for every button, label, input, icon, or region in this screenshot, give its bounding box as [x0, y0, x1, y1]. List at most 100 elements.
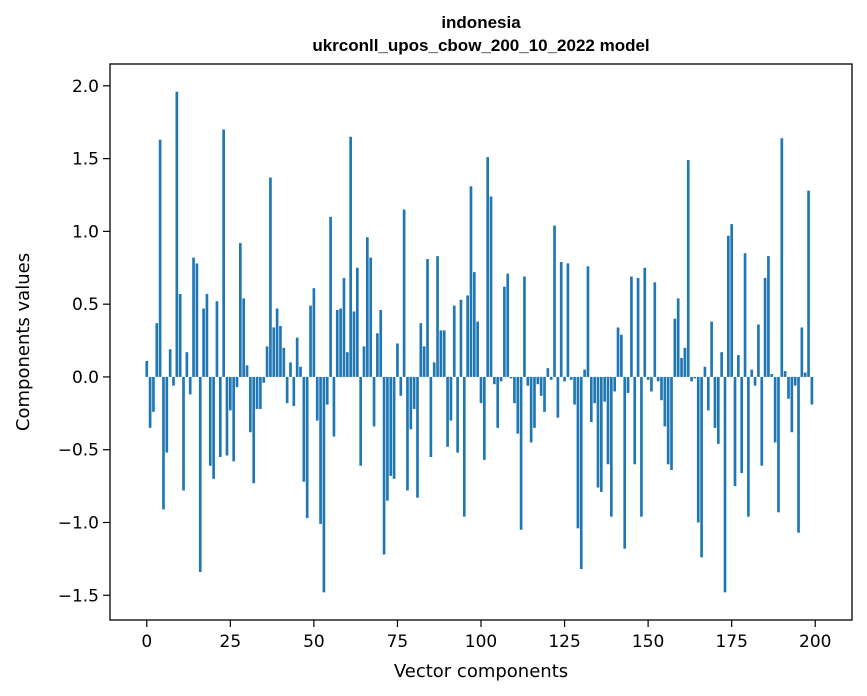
bar [519, 376, 523, 530]
bar [579, 376, 583, 570]
bar [767, 256, 770, 377]
bar [356, 267, 359, 377]
x-tick-label: 25 [220, 632, 242, 652]
bar [483, 376, 486, 460]
bar [456, 376, 459, 453]
bar [145, 360, 149, 377]
bar [800, 327, 804, 377]
bar [533, 376, 536, 428]
bar [182, 376, 185, 491]
bar [168, 349, 172, 377]
y-tick-label: 2.0 [72, 77, 99, 97]
bar [747, 376, 750, 517]
bar [543, 376, 546, 412]
bar [740, 376, 744, 473]
bar [666, 376, 670, 465]
bar [412, 376, 416, 409]
x-tick-label: 150 [632, 632, 664, 652]
y-axis-label: Components values [13, 253, 34, 431]
chart-title: indonesia [441, 13, 521, 32]
y-tick-label: −1.0 [58, 513, 99, 533]
x-axis-ticks: 0 25 50 75 100 125 150 175 200 [141, 620, 831, 652]
bar [489, 196, 493, 377]
bar [506, 273, 510, 377]
bar [399, 376, 403, 396]
bar [589, 376, 593, 423]
bar [553, 225, 556, 377]
bar [566, 263, 570, 377]
bar [730, 224, 734, 377]
bar [349, 136, 352, 377]
bar [439, 330, 443, 377]
bar [235, 376, 239, 388]
bar [345, 352, 349, 377]
chart-subtitle: ukrconll_upos_cbow_200_10_2022 model [312, 36, 649, 55]
bar [536, 376, 540, 385]
plot-frame [109, 63, 853, 621]
y-tick-label: −0.5 [58, 441, 99, 461]
bar [386, 376, 389, 501]
bar [549, 376, 553, 380]
bar [165, 376, 169, 453]
bar [723, 376, 727, 593]
x-tick-label: 75 [387, 632, 409, 652]
bar [596, 376, 600, 488]
bar [663, 376, 667, 427]
bar [690, 376, 693, 382]
bar [703, 366, 707, 377]
bar [556, 376, 560, 418]
bar [232, 376, 235, 462]
bar [222, 129, 225, 377]
bar [770, 374, 774, 377]
bar [526, 376, 530, 386]
bar [148, 376, 152, 428]
bar [255, 376, 259, 409]
y-tick-label: −1.5 [58, 586, 99, 606]
bar [650, 376, 653, 392]
bar [155, 323, 159, 377]
bar [188, 376, 192, 395]
bar [686, 160, 690, 377]
bar [262, 376, 266, 383]
bar [757, 324, 760, 377]
bar [636, 277, 640, 377]
bar [493, 376, 496, 385]
bar [215, 301, 219, 377]
bar [516, 376, 520, 434]
bar [259, 376, 262, 409]
bar [613, 376, 617, 392]
bar [335, 309, 339, 377]
bar [396, 343, 399, 377]
bar [392, 376, 396, 479]
bar [249, 376, 252, 433]
bar [546, 368, 550, 377]
bar [643, 267, 647, 377]
bar [683, 347, 687, 377]
bar [569, 376, 573, 380]
bar [810, 376, 814, 405]
bar [322, 376, 326, 593]
bar [599, 376, 603, 492]
bar [429, 376, 433, 457]
bar [185, 352, 189, 377]
bar [342, 277, 346, 377]
bar [252, 376, 256, 484]
bar [700, 376, 703, 558]
bar [366, 237, 369, 377]
x-tick-label: 0 [141, 632, 152, 652]
bar [239, 243, 242, 377]
bar [218, 376, 222, 457]
bar [777, 376, 780, 513]
bar [803, 372, 807, 377]
bar [195, 263, 199, 377]
bar [573, 376, 576, 405]
bar [479, 376, 483, 404]
bar [265, 346, 269, 377]
bar [172, 376, 175, 386]
bar [576, 376, 580, 529]
bar [202, 308, 205, 377]
bar [630, 276, 633, 377]
bar [305, 376, 309, 519]
y-tick-label: 0.5 [72, 295, 99, 315]
bar [656, 376, 660, 382]
